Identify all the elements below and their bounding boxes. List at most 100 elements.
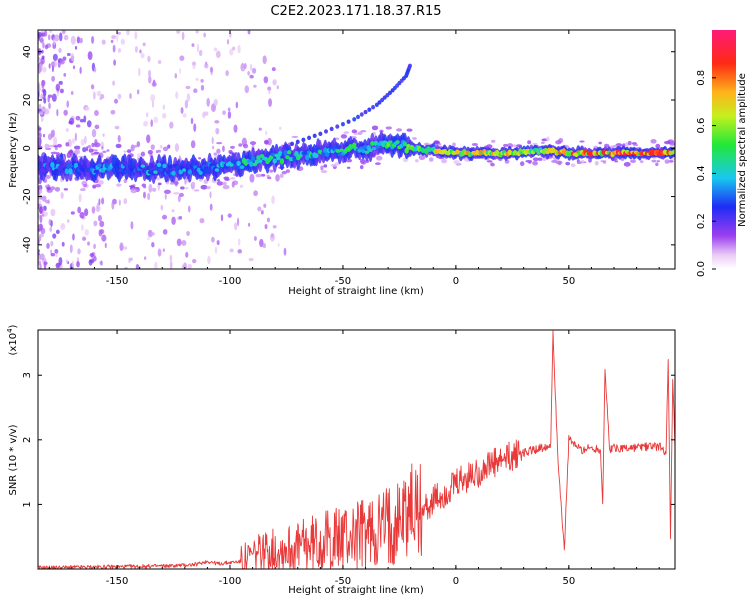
spectrogram-noise-blob (55, 229, 60, 235)
spectrogram-ridge-core-cell (104, 163, 109, 169)
spectrogram-noise-blob (38, 67, 42, 73)
spectrogram-noise-blob (263, 203, 267, 208)
spectrogram-noise-blob (249, 173, 255, 183)
spectrogram-noise-blob (193, 88, 198, 94)
spectrogram-spread-blob (93, 142, 101, 148)
spectrogram-noise-blob (267, 86, 272, 91)
spectrogram-ridge-core-cell (64, 168, 70, 175)
spectrogram-noise-blob (101, 234, 107, 242)
spectrogram-spread-blob (650, 139, 657, 144)
spectrogram-noise-blob (160, 144, 163, 149)
spectrogram-noise-blob (86, 146, 89, 152)
spectrogram-noise-blob (164, 193, 167, 200)
spectrogram-noise-blob (50, 61, 55, 67)
spectrogram-spread-blob (213, 152, 218, 156)
spectrogram-noise-blob (134, 45, 138, 53)
spectrogram-noise-blob (181, 31, 185, 41)
spectrogram-noise-blob (162, 104, 165, 110)
spectrogram-noise-blob (44, 44, 49, 50)
spectrogram-noise-blob (180, 107, 184, 114)
spectrogram-ridge-core (38, 139, 675, 176)
spectrogram-noise-blob (41, 49, 44, 54)
spectrogram-noise-blob (74, 149, 79, 156)
spectrogram-noise-blob (50, 253, 56, 257)
spectrogram-noise-blob (237, 238, 241, 246)
spectrogram-spread-blob (519, 161, 525, 167)
spectrogram-noise-blob (176, 30, 181, 34)
spectrogram-spread-blob (600, 160, 607, 163)
spectrogram-noise-blob (67, 219, 70, 223)
spectrogram-spread-blob (260, 173, 266, 177)
spectrogram-noise-blob (234, 222, 238, 231)
snr-frame (37, 329, 676, 570)
spectrogram-ridge-core-cell (277, 150, 283, 157)
spectrogram-spread-blob (594, 161, 599, 166)
spectrogram-noise-blob (162, 229, 168, 235)
spectrogram-ridge-core-cell (97, 163, 102, 168)
spectrogram-ridge-core-cell (229, 162, 234, 167)
spectrogram-noise-blob (237, 44, 241, 54)
spectrogram-spread-blob (557, 161, 562, 166)
spectrogram-arc-cell (367, 107, 372, 112)
spectrogram-spread-blob (57, 143, 62, 148)
spectrogram-noise-blob (75, 124, 81, 128)
spectrogram-noise-blob (86, 120, 92, 128)
spectrogram-noise-blob (110, 39, 114, 44)
spectrogram-spread-blob (250, 141, 257, 146)
spectrogram-ridge-core-cell (373, 140, 379, 146)
spectrogram-noise-blob (262, 242, 267, 249)
spectrogram-noise-blob (110, 109, 116, 115)
spectrogram-noise-blob (47, 94, 50, 103)
spectrogram-noise-blob (70, 211, 75, 215)
spectrogram-spread-blob (528, 161, 532, 164)
spectrogram-noise-blob (88, 259, 93, 266)
spectrogram-noise-blob (190, 117, 194, 125)
spectrogram-noise-blob (161, 214, 168, 220)
spectrogram-noise-blob (263, 76, 269, 84)
spectrogram-noise-blob (154, 261, 158, 269)
spectrogram-ridge-core-cell (395, 140, 400, 145)
spectrogram-noise-blob (249, 74, 254, 79)
spectrogram-spread-blob (92, 149, 98, 152)
spectrogram-spread-blob (48, 144, 54, 148)
colorbar: 0.0 0.2 0.4 0.6 0.8 Normalized spectral ampl… (696, 30, 748, 277)
spectrogram-noise-blob (60, 222, 66, 230)
spectrogram-noise-blob (142, 191, 147, 199)
spectrogram-spread-blob (471, 142, 478, 147)
spectrogram-ridge-core-cell (370, 141, 375, 146)
spectrogram-spread-blob (452, 142, 456, 147)
spectrogram-ridge-core-cell (93, 169, 99, 174)
spectrogram-noise-blob (233, 124, 238, 133)
spectrogram-spread-blob (537, 157, 543, 161)
spectrogram-noise-blob (56, 108, 59, 117)
spectrogram-noise-blob (196, 43, 200, 53)
spectrogram-ridge-core-cell (352, 142, 357, 149)
spectrogram-spread-blob (441, 158, 448, 164)
spectrogram-spread-blob (532, 160, 538, 166)
spectrogram-ridge-core-cell (158, 168, 164, 172)
snr-x-tick-label: -150 (106, 576, 129, 587)
spectrogram-spread-blob (546, 136, 550, 142)
spectrogram-noise-blob (175, 91, 179, 99)
spectrogram-spread-blob (541, 138, 548, 142)
spectrogram-arc-cell (382, 95, 387, 100)
spectrogram-ridge-core-cell (382, 140, 388, 144)
spectrogram-noise-blob (76, 261, 80, 268)
spectrogram-noise-blob (72, 138, 75, 144)
spectrogram-spread-blob (172, 192, 180, 195)
spectrogram-spread-blob (343, 131, 349, 134)
spectrogram-noise-blob (149, 231, 155, 236)
spectrogram-noise-blob (136, 89, 140, 95)
spectrogram-spread-blob (453, 160, 460, 164)
spectrogram-ridge-core-cell (286, 150, 292, 155)
spectrogram-noise-blob (204, 111, 209, 116)
spectrogram-spread-blob (53, 145, 58, 148)
spectrogram-spread-blob (565, 161, 571, 166)
spectrogram-ridge-core-cell (41, 168, 46, 174)
spectrogram-spread-blob (50, 186, 56, 191)
colorbar-tick-label: 0.4 (696, 165, 707, 181)
spectrogram-noise-blob (38, 31, 42, 38)
spectrogram-ridge-core-cell (68, 168, 73, 175)
spectrogram-noise-blob (244, 62, 247, 70)
spectrogram-noise-blob (41, 195, 47, 202)
